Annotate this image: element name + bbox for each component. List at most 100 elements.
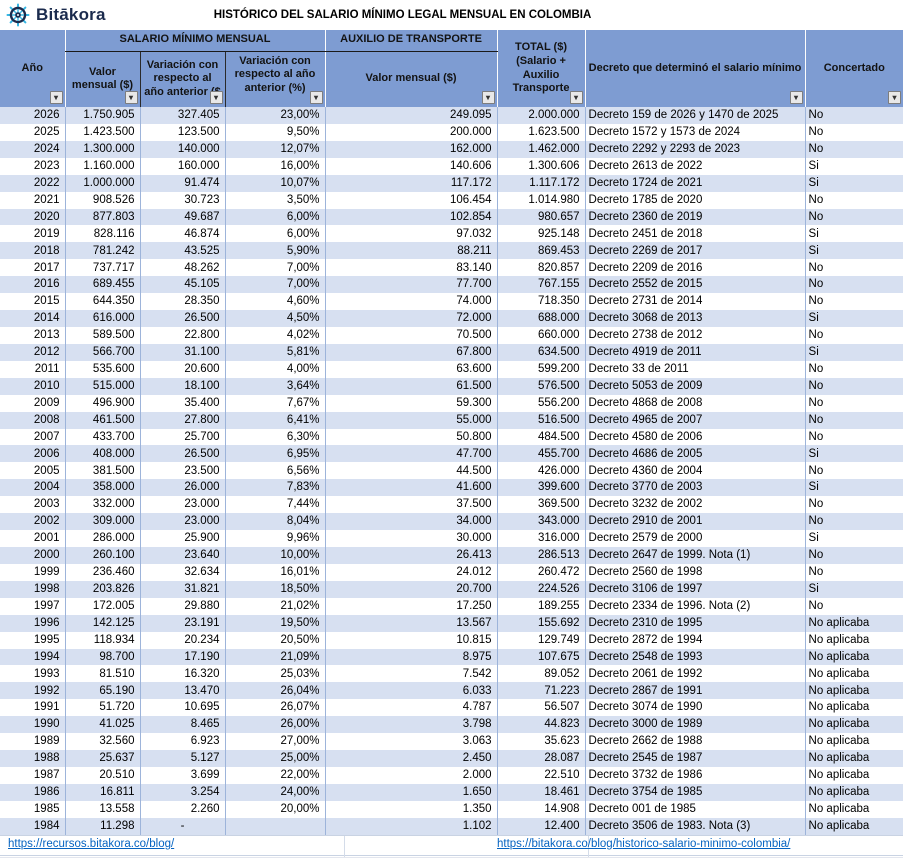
cell-agreed: No	[804, 293, 903, 311]
table-row: 2019 828.116 46.874 6,00% 97.032 925.148 Decre…	[0, 225, 903, 243]
cell-decree: Decreto 2872 de 1994	[584, 631, 806, 649]
cell-total: 599.200	[496, 360, 586, 378]
cell-variation-pct: 16,00%	[224, 157, 326, 175]
cell-decree: Decreto 3106 de 1997	[584, 580, 806, 598]
filter-dropdown-salary-var-abs[interactable]: ▾	[209, 91, 223, 104]
cell-decree: Decreto 2292 y 2293 de 2023	[584, 140, 806, 158]
cell-decree: Decreto 3754 de 1985	[584, 783, 806, 801]
cell-variation-pct: 5,90%	[224, 242, 326, 260]
cell-variation-abs: 35.400	[139, 394, 225, 412]
cell-salary: 286.000	[64, 530, 140, 547]
filter-dropdown-salary-value[interactable]: ▾	[124, 91, 138, 104]
table-row: 1986 16.811 3.254 24,00% 1.650 18.461 Decreto …	[0, 783, 903, 801]
footer-link-historico[interactable]: https://bitakora.co/blog/historico-salar…	[497, 837, 791, 850]
cell-year: 2011	[0, 360, 65, 378]
cell-variation-pct: 7,67%	[224, 394, 326, 412]
cell-year: 2004	[0, 479, 65, 497]
cell-salary: 25.637	[64, 750, 140, 767]
cell-decree: Decreto 2662 de 1988	[584, 733, 806, 751]
cell-variation-abs: 23.500	[139, 462, 225, 480]
cell-salary: 260.100	[64, 546, 140, 564]
cell-decree: Decreto 159 de 2026 y 1470 de 2025	[584, 107, 806, 124]
filter-dropdown-salary-var-pct[interactable]: ▾	[309, 91, 323, 104]
cell-total: 634.500	[496, 343, 586, 361]
table-body: 2026 1.750.905 327.405 23,00% 249.095 2.000.0…	[0, 107, 903, 835]
cell-variation-abs: 20.600	[139, 360, 225, 378]
cell-salary: 408.000	[64, 445, 140, 463]
cell-variation-pct: 18,50%	[224, 580, 326, 598]
cell-variation-pct: 7,00%	[224, 259, 326, 277]
cell-salary: 496.900	[64, 394, 140, 412]
footer-gridline	[344, 835, 345, 857]
cell-variation-abs: 46.874	[139, 225, 225, 243]
filter-dropdown-total[interactable]: ▾	[569, 91, 583, 104]
cell-variation-pct: 4,60%	[224, 293, 326, 311]
cell-total: 820.857	[496, 259, 586, 277]
cell-year: 2005	[0, 462, 65, 480]
cell-variation-pct: 26,07%	[224, 699, 326, 717]
cell-agreed: No	[804, 428, 903, 446]
cell-salary: 616.000	[64, 310, 140, 327]
cell-transport: 77.700	[324, 276, 498, 294]
cell-decree: Decreto 3732 de 1986	[584, 766, 806, 784]
cell-year: 1998	[0, 580, 65, 598]
cell-variation-pct: 4,00%	[224, 360, 326, 378]
cell-decree: Decreto 5053 de 2009	[584, 377, 806, 395]
cell-year: 2021	[0, 191, 65, 209]
cell-transport: 4.787	[324, 699, 498, 717]
cell-agreed: No	[804, 377, 903, 395]
filter-dropdown-year[interactable]: ▾	[49, 91, 63, 104]
cell-total: 22.510	[496, 766, 586, 784]
cell-total: 1.623.500	[496, 123, 586, 141]
cell-variation-abs: 22.800	[139, 326, 225, 344]
cell-decree: Decreto 3074 de 1990	[584, 699, 806, 717]
cell-year: 1994	[0, 648, 65, 666]
table-row: 1985 13.558 2.260 20,00% 1.350 14.908 Decreto …	[0, 800, 903, 818]
cell-salary: 332.000	[64, 496, 140, 514]
cell-agreed: Si	[804, 479, 903, 497]
footer-link-blog[interactable]: https://recursos.bitakora.co/blog/	[8, 837, 175, 850]
table-row: 2003 332.000 23.000 7,44% 37.500 369.500 Decre…	[0, 496, 903, 514]
cell-variation-pct: 7,44%	[224, 496, 326, 514]
table-row: 2018 781.242 43.525 5,90% 88.211 869.453 Decre…	[0, 242, 903, 260]
cell-transport: 2.000	[324, 766, 498, 784]
cell-decree: Decreto 2738 de 2012	[584, 326, 806, 344]
cell-variation-abs: 32.634	[139, 563, 225, 581]
cell-decree: Decreto 4360 de 2004	[584, 462, 806, 480]
cell-total: 925.148	[496, 225, 586, 243]
cell-decree: Decreto 3770 de 2003	[584, 479, 806, 497]
cell-transport: 10.815	[324, 631, 498, 649]
cell-agreed: Si	[804, 580, 903, 598]
filter-dropdown-transport-value[interactable]: ▾	[481, 91, 495, 104]
cell-salary: 11.298	[64, 817, 140, 835]
cell-variation-pct: 26,04%	[224, 682, 326, 700]
table-row: 1995 118.934 20.234 20,50% 10.815 129.749 Decr…	[0, 631, 903, 649]
table-row: 2009 496.900 35.400 7,67% 59.300 556.200 Decre…	[0, 394, 903, 412]
cell-transport: 8.975	[324, 648, 498, 666]
cell-transport: 24.012	[324, 563, 498, 581]
filter-dropdown-decree[interactable]: ▾	[789, 91, 803, 104]
cell-variation-pct: 22,00%	[224, 766, 326, 784]
cell-salary: 908.526	[64, 191, 140, 209]
cell-agreed: No	[804, 496, 903, 514]
cell-variation-abs: 26.500	[139, 445, 225, 463]
cell-salary: 461.500	[64, 411, 140, 429]
cell-transport: 26.413	[324, 546, 498, 564]
table-row: 2005 381.500 23.500 6,56% 44.500 426.000 Decre…	[0, 462, 903, 480]
cell-variation-abs: 123.500	[139, 123, 225, 141]
filter-dropdown-agreed[interactable]: ▾	[888, 91, 902, 104]
table-row: 2008 461.500 27.800 6,41% 55.000 516.500 Decre…	[0, 411, 903, 429]
cell-agreed: No aplicaba	[804, 682, 903, 700]
table-row: 2011 535.600 20.600 4,00% 63.600 599.200 Decre…	[0, 360, 903, 378]
cell-total: 660.000	[496, 326, 586, 344]
cell-transport: 2.450	[324, 750, 498, 767]
cell-year: 1996	[0, 614, 65, 632]
cell-total: 89.052	[496, 665, 586, 683]
ship-wheel-icon	[6, 3, 30, 27]
cell-decree: Decreto 2334 de 1996. Nota (2)	[584, 597, 806, 615]
cell-transport: 1.102	[324, 817, 498, 835]
cell-decree: Decreto 2910 de 2001	[584, 513, 806, 531]
cell-year: 2001	[0, 530, 65, 547]
table-row: 1987 20.510 3.699 22,00% 2.000 22.510 Decreto …	[0, 766, 903, 784]
col-header-salary-value: Valor mensual ($) ▾	[64, 51, 140, 107]
